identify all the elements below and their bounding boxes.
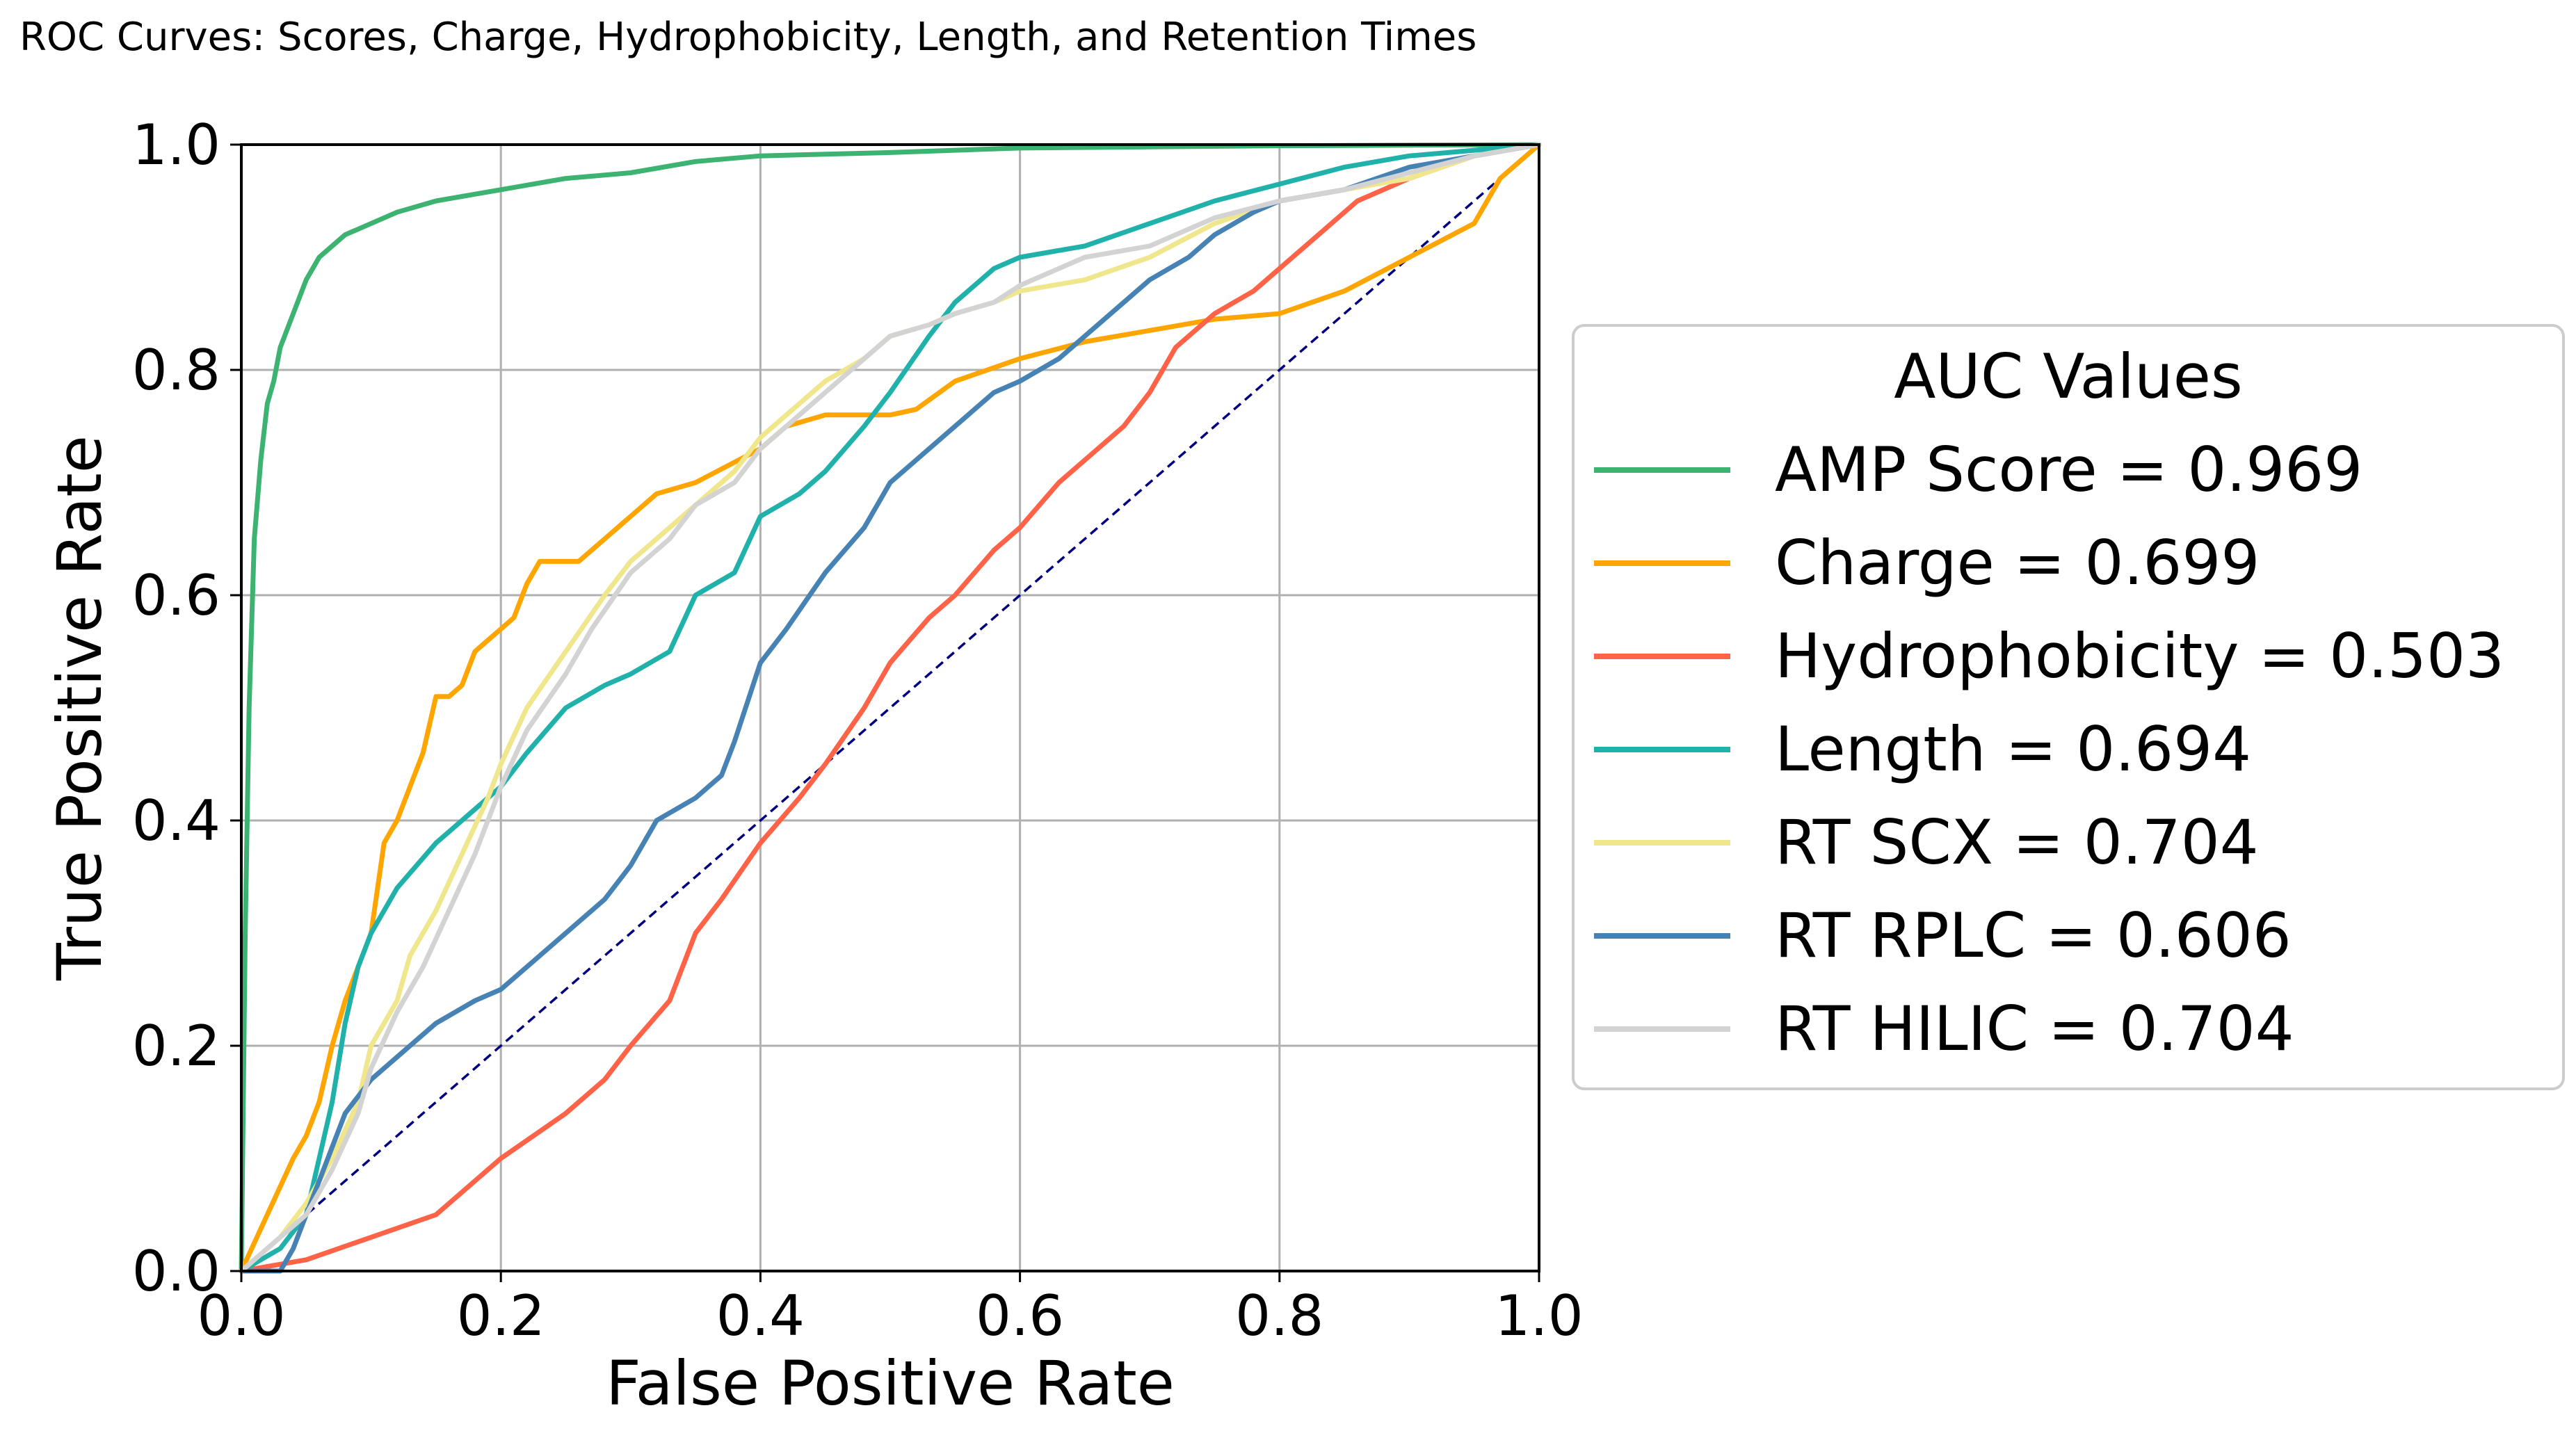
y-tick-label: 0.8 (132, 338, 220, 403)
legend-label: RT RPLC = 0.606 (1775, 900, 2292, 971)
x-tick-label: 1.0 (1495, 1284, 1583, 1348)
series-line-4 (239, 142, 1542, 1274)
legend-label: RT HILIC = 0.704 (1775, 993, 2294, 1065)
legend-label: Hydrophobicity = 0.503 (1775, 620, 2504, 692)
plot-frame (240, 143, 1540, 1272)
legend-title: AUC Values (1894, 341, 2243, 412)
y-tick-label: 0.0 (132, 1239, 220, 1304)
legend-items: AMP Score = 0.969 Charge = 0.699 Hydrophob… (1594, 434, 2504, 1065)
y-tick-label: 0.6 (132, 563, 220, 628)
legend-item: Charge = 0.699 (1594, 527, 2260, 599)
x-tick-label: 0.4 (716, 1284, 805, 1348)
series-line-7 (239, 142, 1542, 1274)
legend-label: Length = 0.694 (1775, 713, 2251, 785)
legend-item: RT RPLC = 0.606 (1594, 900, 2292, 971)
legend-label: AMP Score = 0.969 (1775, 434, 2362, 505)
chart-title: ROC Curves: Scores, Charge, Hydrophobici… (19, 15, 1476, 60)
x-tick-label: 0.6 (976, 1284, 1064, 1348)
legend-item: AMP Score = 0.969 (1594, 434, 2362, 505)
grid (240, 143, 1540, 1272)
y-tick-label: 0.2 (132, 1014, 220, 1078)
x-tick-label: 0.0 (197, 1284, 285, 1348)
axis-ticks: 0.0 0.2 0.4 0.6 0.8 1.0 0.0 0.2 0.4 0.6 0.8 1.0 (132, 113, 1584, 1348)
x-tick-label: 0.8 (1235, 1284, 1323, 1348)
legend-label: Charge = 0.699 (1775, 527, 2260, 599)
x-tick-label: 0.2 (457, 1284, 545, 1348)
legend-box (1572, 324, 2565, 1090)
series-line-5 (239, 142, 1542, 1274)
diagonal-reference-line (240, 143, 1540, 1272)
x-axis-label: False Positive Rate (606, 1348, 1175, 1419)
legend-label: RT SCX = 0.704 (1775, 807, 2259, 878)
legend-item: Length = 0.694 (1594, 713, 2251, 785)
y-tick-label: 1.0 (132, 113, 220, 177)
reference-line (240, 143, 1540, 1272)
legend-item: RT SCX = 0.704 (1594, 807, 2259, 878)
legend-item: RT HILIC = 0.704 (1594, 993, 2294, 1065)
series-line-3 (239, 142, 1542, 1274)
series-lines (239, 142, 1542, 1274)
series-line-1 (239, 142, 1542, 1274)
legend: AUC Values AMP Score = 0.969 Charge = 0.6… (1572, 324, 2565, 1090)
legend-item: Hydrophobicity = 0.503 (1594, 620, 2504, 692)
y-tick-label: 0.4 (132, 788, 220, 853)
y-axis-label: True Positive Rate (44, 435, 115, 981)
